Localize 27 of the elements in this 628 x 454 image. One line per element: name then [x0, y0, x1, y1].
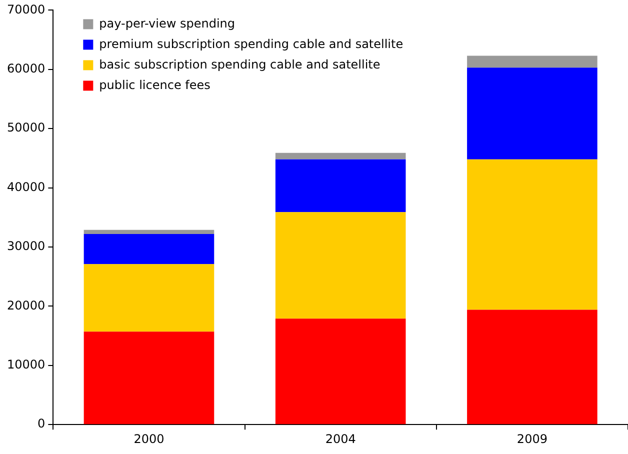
bar	[275, 318, 406, 424]
y-tick-label: 0	[38, 416, 46, 431]
bar	[275, 159, 406, 212]
bar	[275, 152, 406, 160]
x-tick-label: 2004	[325, 432, 356, 446]
bar	[467, 56, 598, 68]
bar	[275, 212, 406, 319]
bar	[467, 68, 598, 160]
y-tick-label: 20000	[6, 298, 46, 312]
legend-label: pay-per-view spending	[99, 16, 236, 30]
legend-label: public licence fees	[99, 78, 210, 92]
bar	[84, 234, 214, 264]
bar	[84, 230, 214, 234]
x-tick-label: 2000	[134, 432, 164, 446]
y-tick-label: 30000	[6, 239, 46, 254]
y-tick-label: 10000	[6, 358, 46, 372]
bar	[84, 332, 214, 424]
legend-label: basic subscription spending cable and satellite	[99, 57, 380, 72]
y-tick-label: 70000	[6, 2, 46, 16]
bar	[467, 310, 598, 424]
y-tick-label: 50000	[6, 120, 46, 135]
bar	[84, 264, 214, 332]
legend-label: premium subscription spending cable and satellite	[99, 36, 404, 51]
x-tick-label: 2009	[516, 432, 548, 446]
y-tick-label: 40000	[6, 180, 46, 194]
bar	[467, 159, 598, 310]
y-tick-label: 60000	[6, 62, 46, 76]
